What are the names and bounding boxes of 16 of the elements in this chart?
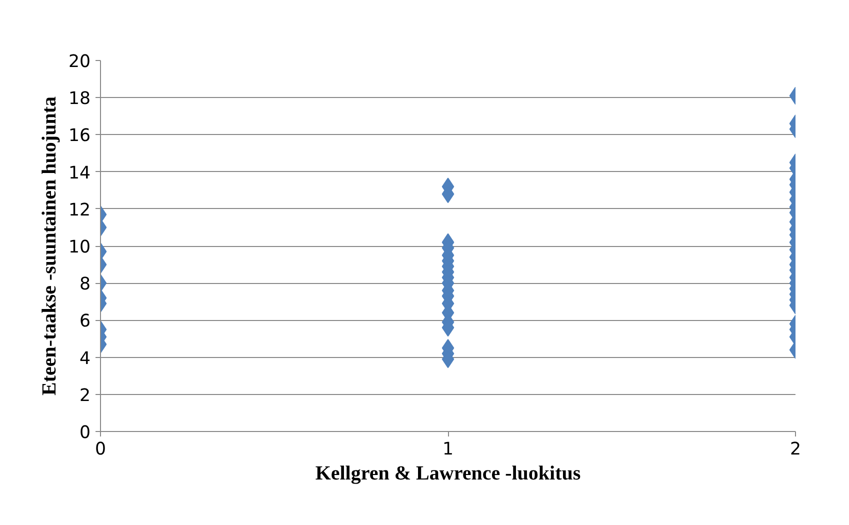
y-tick-label: 18 xyxy=(68,89,91,110)
x-tick-label: 2 xyxy=(790,440,802,460)
y-tick-label: 20 xyxy=(68,52,91,72)
x-axis-title: Kellgren & Lawrence -luokitus xyxy=(315,462,581,484)
x-tick-label: 1 xyxy=(442,440,454,460)
y-tick-label: 2 xyxy=(79,386,91,406)
y-tick-label: 10 xyxy=(68,238,91,258)
y-tick-label: 8 xyxy=(79,274,91,295)
y-tick-label: 4 xyxy=(79,348,91,369)
y-tick-label: 0 xyxy=(79,423,91,443)
y-tick-label: 14 xyxy=(68,163,91,184)
x-tick-label: 0 xyxy=(94,440,106,460)
y-tick-label: 16 xyxy=(68,126,91,146)
y-tick-label: 12 xyxy=(68,200,91,220)
y-tick-label: 6 xyxy=(79,312,91,332)
y-axis-title: Eteen-taakse -suuntainen huojunta xyxy=(38,96,60,396)
